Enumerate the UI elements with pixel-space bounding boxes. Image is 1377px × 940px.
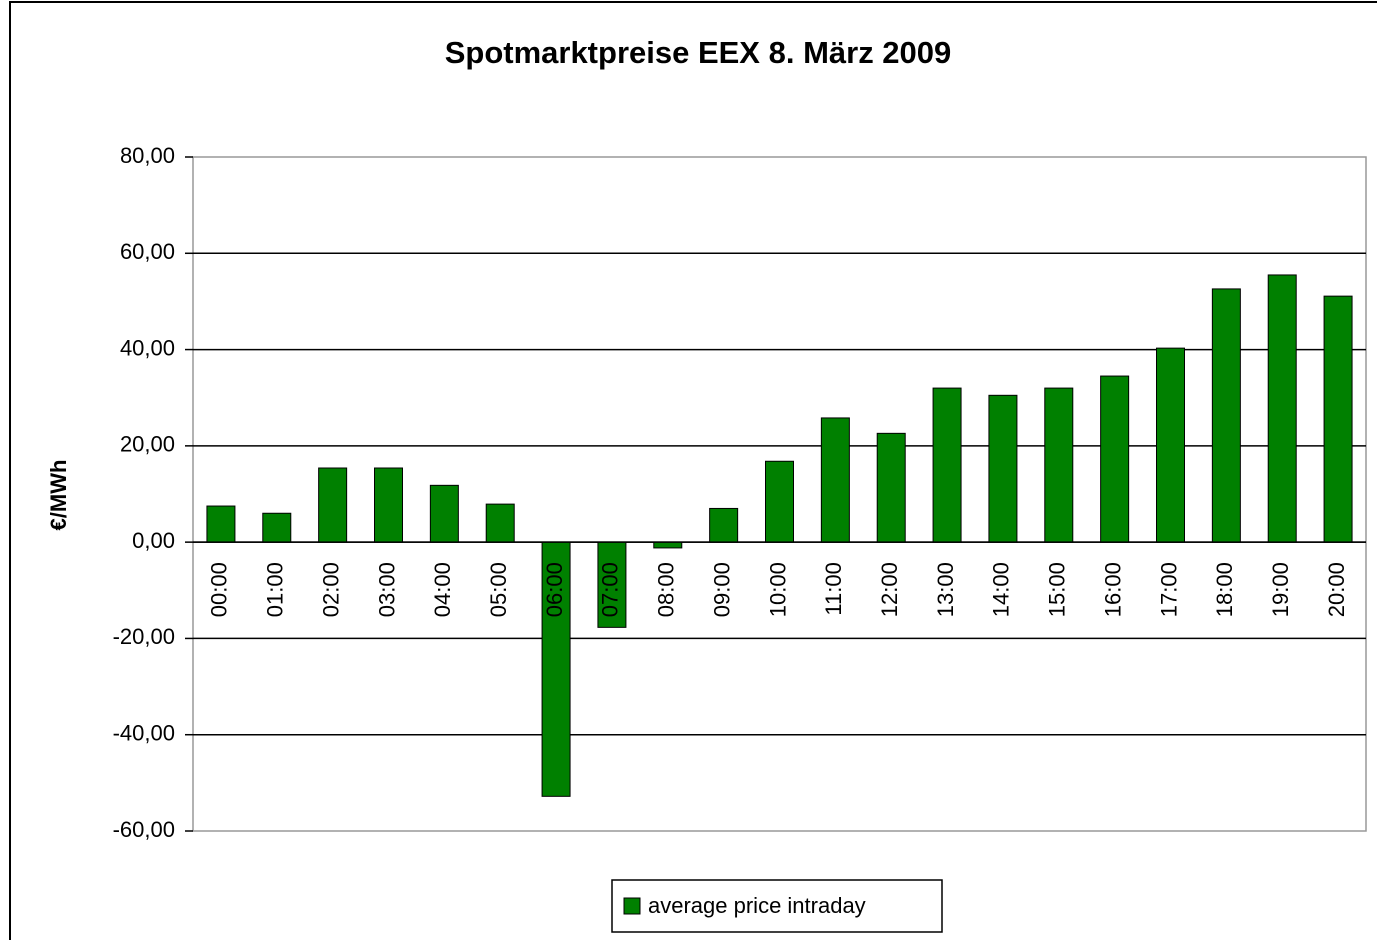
y-tick-label: -60,00: [113, 817, 175, 842]
x-tick-label: 17:00: [1156, 562, 1181, 617]
x-tick-label: 00:00: [207, 562, 232, 617]
x-tick-label: 10:00: [765, 562, 790, 617]
bar: [653, 541, 683, 549]
x-tick-label: 16:00: [1100, 562, 1125, 617]
bar: [206, 505, 236, 543]
bar: [318, 467, 348, 543]
x-tick-label: 02:00: [318, 562, 343, 617]
x-tick-label: 15:00: [1045, 562, 1070, 617]
x-tick-label: 05:00: [486, 562, 511, 617]
y-axis-label: €/MWh: [46, 460, 71, 531]
plot-area: [192, 156, 1367, 832]
bar: [262, 512, 292, 543]
legend-label: average price intraday: [648, 893, 866, 918]
x-tick-label: 08:00: [654, 562, 679, 617]
y-tick-label: -40,00: [113, 721, 175, 746]
x-tick-label: 01:00: [263, 562, 288, 617]
bar: [1211, 288, 1241, 543]
y-tick-label: 40,00: [120, 335, 175, 360]
legend-box: [611, 879, 943, 933]
y-tick-label: 0,00: [132, 528, 175, 553]
x-tick-label: 19:00: [1268, 562, 1293, 617]
y-tick-label: -20,00: [113, 624, 175, 649]
bar: [765, 460, 794, 543]
y-tick-label: 60,00: [120, 239, 175, 264]
chart-frame: [9, 1, 1377, 940]
bar: [932, 387, 962, 543]
bar: [1323, 295, 1353, 543]
y-tick-label: 20,00: [120, 432, 175, 457]
bar: [374, 467, 403, 543]
x-tick-label: 13:00: [933, 562, 958, 617]
x-tick-label: 03:00: [374, 562, 399, 617]
x-tick-label: 09:00: [709, 562, 734, 617]
chart-title: Spotmarktpreise EEX 8. März 2009: [445, 35, 952, 70]
bar: [1267, 274, 1297, 543]
bar: [597, 541, 627, 628]
bar: [429, 484, 459, 543]
legend-swatch: [623, 897, 641, 915]
x-tick-label: 12:00: [877, 562, 902, 617]
bar: [1156, 347, 1185, 543]
bar: [820, 417, 850, 543]
x-tick-label: 11:00: [821, 562, 846, 615]
bar: [988, 394, 1018, 543]
x-tick-label: 04:00: [430, 562, 455, 617]
x-tick-label: 14:00: [989, 562, 1014, 617]
bar: [876, 432, 906, 543]
x-tick-label: 18:00: [1212, 562, 1237, 617]
x-tick-label: 20:00: [1324, 562, 1349, 617]
bar: [541, 541, 571, 797]
x-tick-label: 07:00: [598, 562, 623, 617]
bar: [709, 507, 739, 543]
bar: [485, 503, 515, 543]
bar: [1100, 375, 1130, 543]
bar: [1044, 387, 1074, 543]
y-tick-label: 80,00: [120, 143, 175, 168]
x-tick-label: 06:00: [542, 562, 567, 617]
